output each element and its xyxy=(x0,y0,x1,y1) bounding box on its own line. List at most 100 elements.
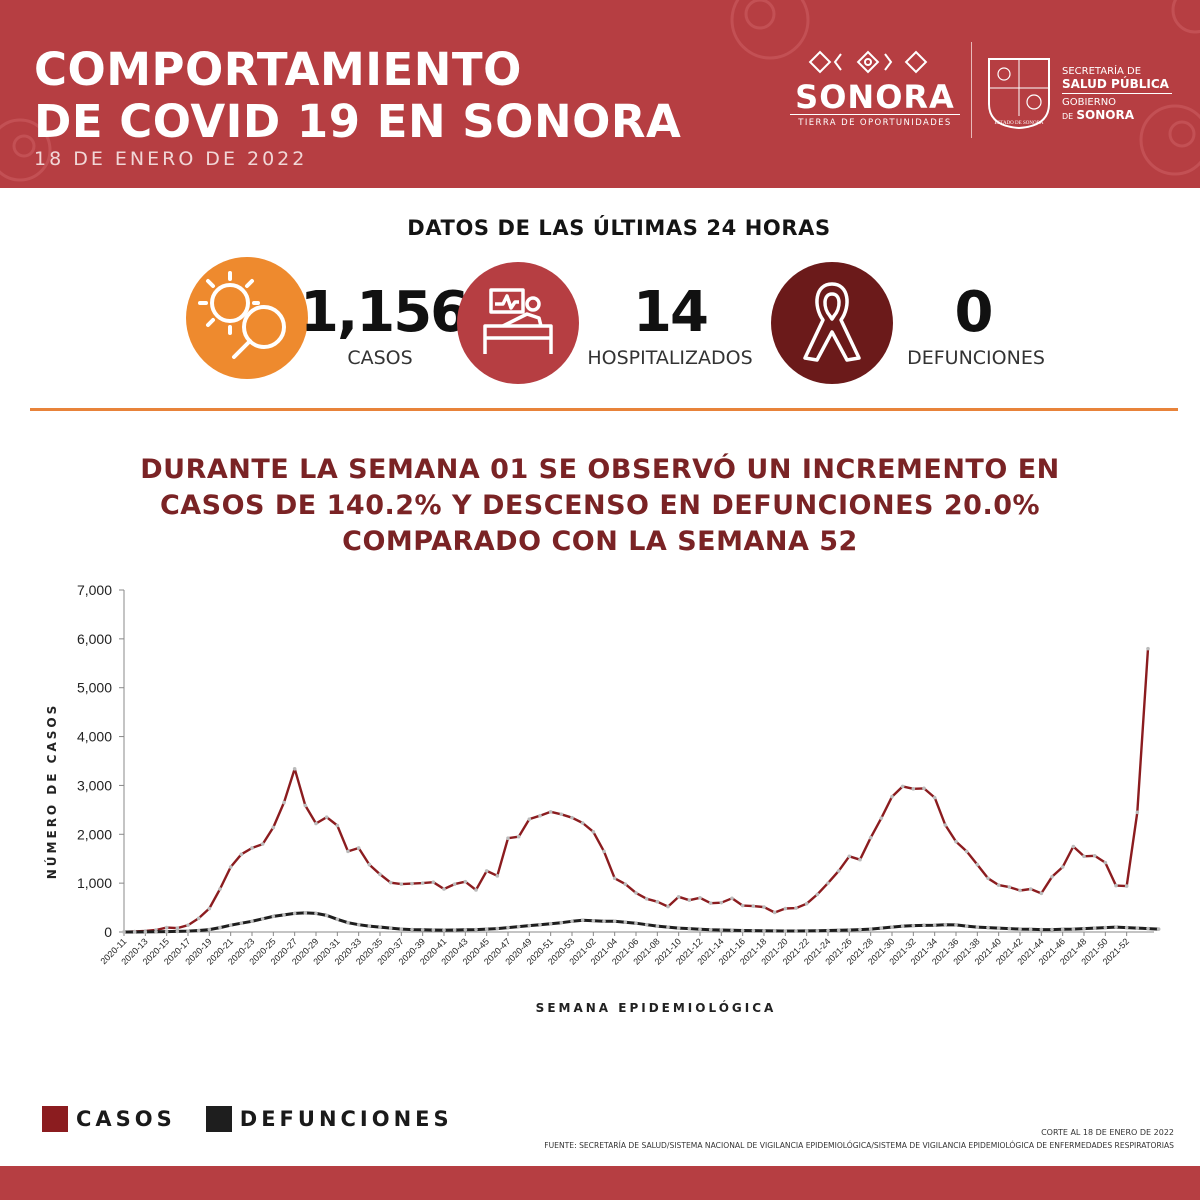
deaths-point xyxy=(932,923,937,927)
deaths-point xyxy=(740,928,745,933)
deaths-point xyxy=(1156,927,1161,931)
deaths-point xyxy=(239,921,244,926)
y-tick-label: 5,000 xyxy=(77,680,112,696)
cases-point xyxy=(175,926,180,930)
cases-point xyxy=(164,925,169,930)
deaths-point xyxy=(1092,926,1097,930)
cases-point xyxy=(442,887,446,891)
weekly-headline: DURANTE LA SEMANA 01 SE OBSERVÓ UN INCRE… xyxy=(0,452,1200,560)
cases-point xyxy=(570,815,574,820)
deaths-point xyxy=(1060,927,1065,932)
deaths-point xyxy=(495,926,500,931)
deaths-point xyxy=(175,929,180,934)
deaths-point xyxy=(879,926,884,930)
y-tick-label: 7,000 xyxy=(77,582,112,598)
deaths-point xyxy=(623,920,628,925)
deaths-point xyxy=(282,913,286,917)
deaths-point xyxy=(954,923,958,927)
deaths-point xyxy=(452,928,457,932)
deaths-point xyxy=(250,919,254,924)
deaths-point xyxy=(698,927,702,932)
deaths-point xyxy=(1124,925,1129,930)
deaths-point xyxy=(164,929,169,934)
headline-line-1: DURANTE LA SEMANA 01 SE OBSERVÓ UN INCRE… xyxy=(140,454,1060,485)
cases-point xyxy=(1114,883,1118,888)
cases-point xyxy=(900,784,905,789)
cases-point xyxy=(1007,885,1012,889)
deaths-point xyxy=(154,930,158,934)
cases-point xyxy=(602,849,606,854)
deaths-point xyxy=(730,928,734,933)
cases-point xyxy=(804,901,809,906)
deaths-point xyxy=(1050,927,1054,932)
cases-icon-circle xyxy=(186,257,308,379)
cases-point xyxy=(751,904,756,908)
deaths-point xyxy=(1028,927,1033,932)
secretaria-strong: SALUD PÚBLICA xyxy=(1062,77,1169,91)
virus-pattern-icon xyxy=(0,0,1200,182)
deaths-point xyxy=(122,930,126,934)
deaths-point xyxy=(676,926,681,930)
y-axis-title: NÚMERO DE CASOS xyxy=(44,703,59,879)
hosp-value: 14 xyxy=(633,280,709,345)
cases-point xyxy=(986,876,990,881)
deaths-point xyxy=(570,919,574,924)
deaths-point xyxy=(346,920,350,925)
y-tick-label: 3,000 xyxy=(77,777,112,793)
cases-point xyxy=(388,880,393,885)
section-divider xyxy=(30,408,1178,411)
virus-magnifier-icon xyxy=(198,271,286,359)
cutoff-note: CORTE AL 18 DE ENERO DE 2022 xyxy=(1041,1128,1174,1137)
cases-point xyxy=(1028,887,1033,891)
cases-series-line xyxy=(123,648,1150,933)
cases-point xyxy=(367,862,372,867)
report-date: 18 DE ENERO DE 2022 xyxy=(34,148,308,170)
cases-point xyxy=(1146,646,1150,651)
deaths-point xyxy=(612,919,617,924)
deaths-point xyxy=(964,924,969,928)
source-note: FUENTE: SECRETARÍA DE SALUD/SISTEMA NACI… xyxy=(544,1141,1174,1150)
y-tick-label: 2,000 xyxy=(77,826,112,842)
deaths-point xyxy=(890,925,894,929)
deaths-point xyxy=(911,923,916,928)
cases-point xyxy=(954,839,958,844)
cases-point xyxy=(580,821,585,825)
cases-point xyxy=(1039,891,1044,896)
cases-point xyxy=(868,835,873,840)
x-axis-title: SEMANA EPIDEMIOLÓGICA xyxy=(536,1000,777,1015)
cases-point xyxy=(346,849,350,854)
legend-cases-label: CASOS xyxy=(76,1107,176,1131)
cases-point xyxy=(847,854,852,859)
deaths-point xyxy=(431,928,436,932)
deaths-point xyxy=(388,926,393,930)
deaths-point xyxy=(484,927,489,931)
hospital-bed-icon xyxy=(483,288,553,354)
deaths-point xyxy=(292,911,297,916)
cases-point xyxy=(836,869,841,873)
cases-point xyxy=(815,892,820,897)
deaths-point xyxy=(666,925,670,929)
deaths-point xyxy=(1018,927,1022,931)
deaths-point xyxy=(602,919,606,924)
secretaria-small: SECRETARÍA DE xyxy=(1062,66,1142,77)
cases-point xyxy=(1071,844,1076,849)
cases-point xyxy=(932,795,937,800)
cases-point xyxy=(708,901,713,905)
deaths-value: 0 xyxy=(954,280,994,345)
deaths-point xyxy=(804,929,809,933)
cases-point xyxy=(612,876,617,881)
cases-point xyxy=(1018,888,1022,893)
deaths-point xyxy=(132,930,137,934)
headline-line-3: COMPARADO CON LA SEMANA 52 xyxy=(342,526,858,557)
deaths-point xyxy=(378,925,382,929)
deaths-point xyxy=(836,928,841,933)
cases-point xyxy=(719,900,724,905)
covid-weekly-line-chart: 0 1,000 2,000 3,000 4,000 5,000 6,000 7,000 NÚME… xyxy=(44,582,1161,1015)
deaths-point xyxy=(815,928,820,933)
deaths-point xyxy=(708,928,713,932)
cases-point xyxy=(431,880,436,884)
cases-point xyxy=(1060,865,1065,869)
gobierno-de: DE xyxy=(1062,112,1074,121)
cases-point xyxy=(644,896,649,901)
deaths-point xyxy=(783,929,788,933)
